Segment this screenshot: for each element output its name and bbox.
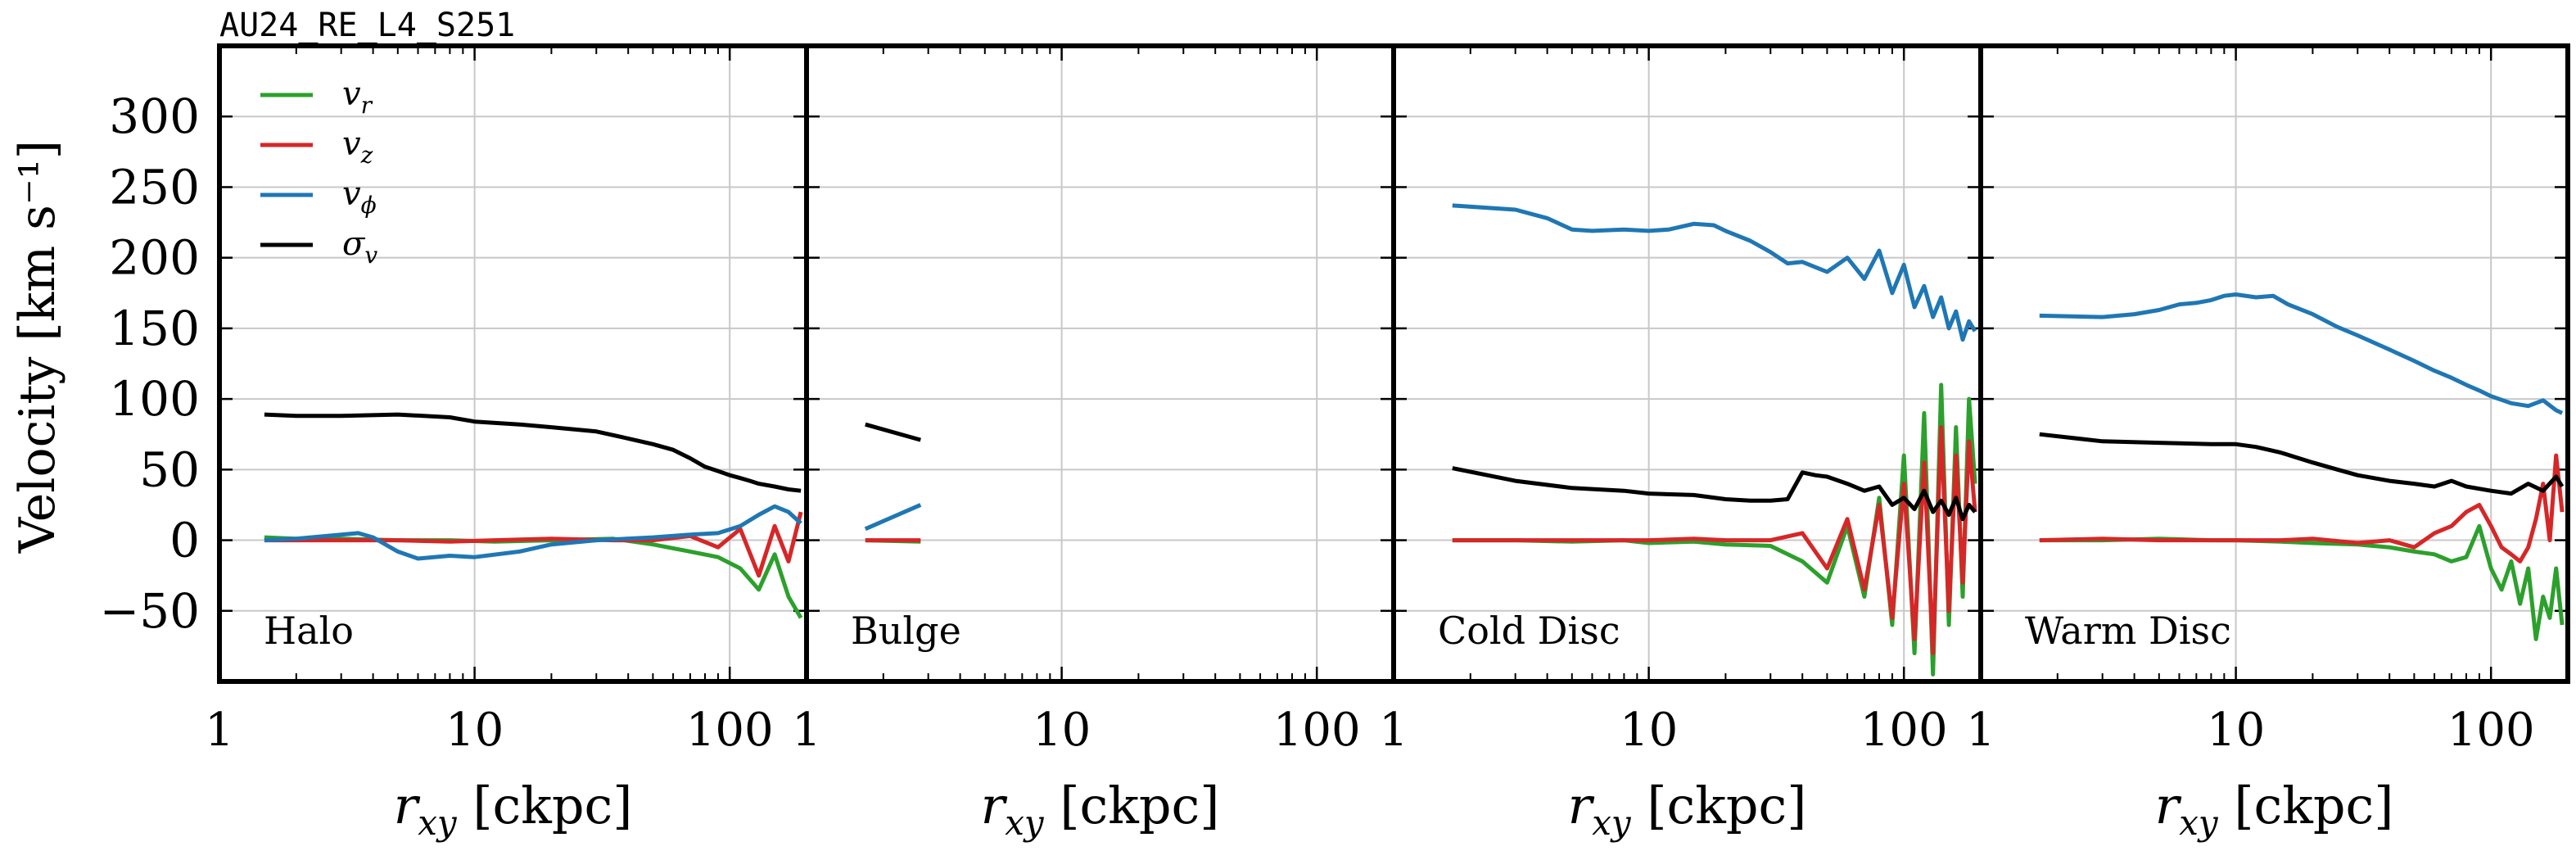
x-minor-ticks (1979, 46, 2569, 681)
panel-bulge: Bulge 1 10 100 rxy [ckpc] (792, 43, 1396, 843)
y-tick-label: 250 (109, 159, 200, 215)
y-tick-label: 100 (109, 371, 200, 427)
y-tick-label: 50 (139, 441, 200, 497)
panel-halo: Halo 1 10 100 rxy [ckpc] (205, 43, 809, 843)
legend-label-vz: vz (342, 125, 373, 169)
series-group (864, 422, 922, 544)
y-tick-label: 200 (109, 230, 200, 286)
y-tick-label: 150 (109, 301, 200, 356)
x-axis-label: rxy [ckpc] (981, 776, 1220, 843)
x-tick-label: 10 (1033, 704, 1091, 757)
panel-frame (217, 43, 809, 684)
series-group (264, 412, 803, 619)
series-line-vphi (264, 504, 802, 561)
series-line-sigma (264, 412, 802, 493)
series-group (2039, 292, 2565, 641)
series-line-vphi (864, 503, 922, 532)
x-tick-label: 100 (2447, 704, 2535, 757)
y-tick-label: −50 (100, 583, 200, 639)
x-minor-ticks (218, 46, 807, 681)
y-axis-label: Velocity [km s⁻¹] (9, 140, 66, 554)
legend-label-vphi: vϕ (342, 175, 377, 219)
panel-label: Halo (264, 609, 354, 653)
series-group (1452, 203, 1977, 677)
x-axis-label: rxy [ckpc] (2155, 776, 2394, 843)
x-tick-label: 1 (792, 704, 821, 757)
panel-label: Warm Disc (2025, 609, 2231, 653)
legend-label-vr: vr (342, 75, 373, 119)
y-tick-label: 0 (169, 513, 200, 568)
panel-label: Bulge (851, 609, 961, 653)
panel-frame (804, 43, 1396, 684)
series-line-vz (2039, 453, 2565, 564)
series-line-sigma (865, 422, 921, 442)
figure-title: AU24_RE_L4_S251 (219, 7, 515, 44)
x-minor-ticks (805, 46, 1394, 681)
series-line-vphi (1452, 203, 1977, 342)
series-line-vphi (2039, 292, 2564, 415)
series-line-vz (1452, 425, 1977, 655)
panel-warm-disc: Warm Disc 1 10 100 rxy [ckpc] (1966, 43, 2570, 843)
x-axis-label: rxy [ckpc] (394, 776, 633, 843)
series-line-sigma (2039, 432, 2565, 496)
legend: vr vz vϕ σv (260, 75, 377, 269)
x-tick-label: 10 (1620, 704, 1678, 757)
x-tick-label: 100 (1273, 704, 1361, 757)
series-line-vz (264, 511, 803, 578)
panel-cold-disc: Cold Disc 1 10 100 rxy [ckpc] (1379, 43, 1983, 843)
x-tick-label: 100 (1860, 704, 1948, 757)
panel-label: Cold Disc (1438, 609, 1620, 653)
x-axis-label: rxy [ckpc] (1568, 776, 1807, 843)
panel-frame (1978, 43, 2570, 684)
x-tick-label: 1 (1966, 704, 1995, 757)
series-line-sigma (1452, 466, 1977, 522)
x-tick-label: 10 (2207, 704, 2265, 757)
x-tick-label: 1 (205, 704, 234, 757)
x-tick-label: 1 (1379, 704, 1408, 757)
legend-label-sigma: σv (342, 225, 377, 269)
x-tick-label: 100 (686, 704, 774, 757)
x-tick-label: 10 (445, 704, 504, 757)
panel-frame (1391, 43, 1983, 684)
y-tick-labels: −50 0 50 100 150 200 250 300 (100, 88, 200, 639)
y-tick-label: 300 (109, 88, 200, 144)
x-minor-ticks (1392, 46, 1982, 681)
